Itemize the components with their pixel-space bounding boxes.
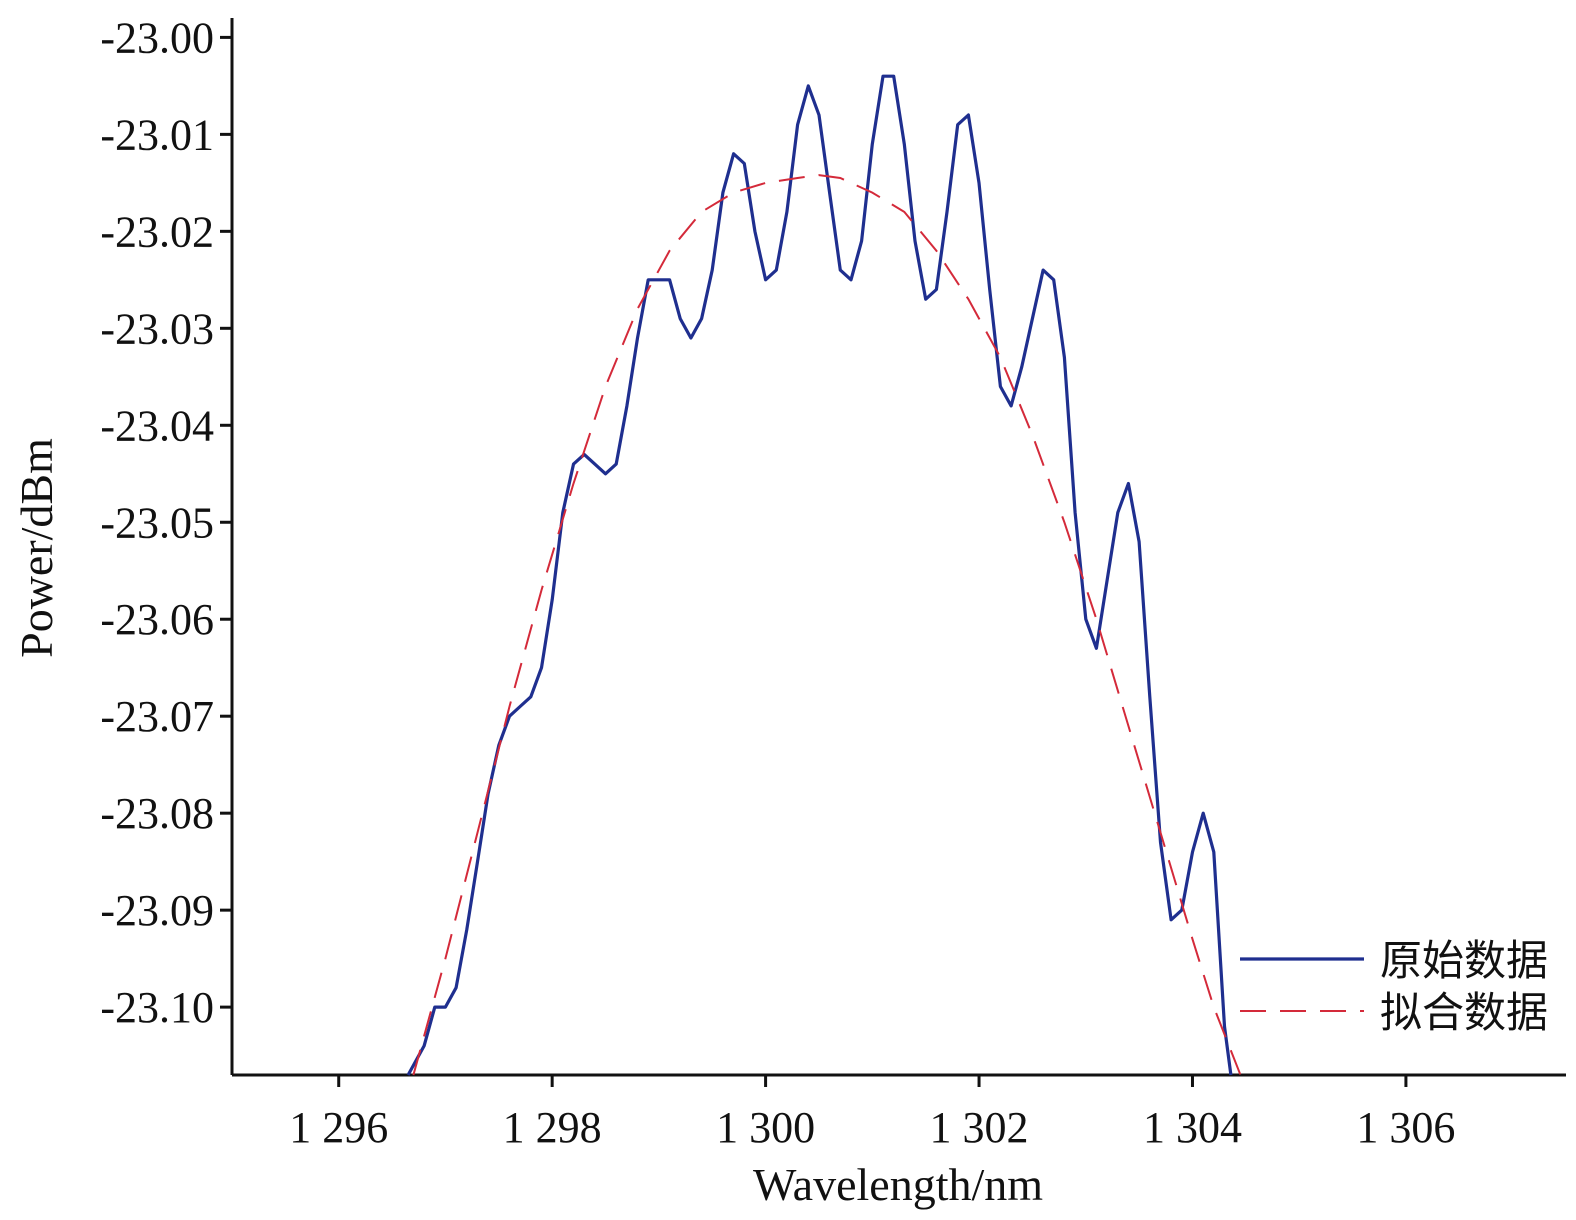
y-tick-label: -23.06 xyxy=(100,595,214,644)
y-ticks: -23.00 -23.01 -23.02 -23.03 -23.04 -23.05 -23.… xyxy=(100,13,232,1032)
y-tick-label: -23.03 xyxy=(100,304,214,353)
x-tick-label: 1 306 xyxy=(1356,1103,1455,1152)
y-axis: -23.00 -23.01 -23.02 -23.03 -23.04 -23.05 -23.… xyxy=(100,13,234,1075)
y-tick-label: -23.04 xyxy=(100,401,214,450)
y-tick-label: -23.05 xyxy=(100,498,214,547)
x-axis: 1 296 1 298 1 300 1 302 1 304 1 306 xyxy=(232,1073,1566,1152)
y-tick-label: -23.01 xyxy=(100,110,214,159)
y-tick-label: -23.10 xyxy=(100,983,214,1032)
y-tick-label: -23.00 xyxy=(100,13,214,62)
legend: 原始数据 拟合数据 xyxy=(1240,936,1548,1037)
series-line-fit xyxy=(412,174,1242,1076)
series-fit-points xyxy=(413,175,1241,1076)
x-tick-label: 1 300 xyxy=(716,1103,815,1152)
x-tick-label: 1 296 xyxy=(289,1103,388,1152)
x-axis-title: Wavelength/nm xyxy=(753,1159,1043,1210)
x-tick-label: 1 302 xyxy=(930,1103,1029,1152)
y-axis-title: Power/dBm xyxy=(11,438,62,658)
plot-area xyxy=(406,74,1242,1076)
y-tick-label: -23.07 xyxy=(100,692,214,741)
series-line-raw xyxy=(406,74,1233,1076)
y-tick-label: -23.02 xyxy=(100,207,214,256)
x-ticks: 1 296 1 298 1 300 1 302 1 304 1 306 xyxy=(289,1075,1455,1152)
legend-label-fit: 拟合数据 xyxy=(1380,988,1548,1037)
y-tick-label: -23.09 xyxy=(100,886,214,935)
x-tick-label: 1 298 xyxy=(503,1103,602,1152)
series-raw-points xyxy=(408,76,1231,1076)
x-tick-label: 1 304 xyxy=(1143,1103,1242,1152)
legend-label-raw: 原始数据 xyxy=(1380,936,1548,985)
y-tick-label: -23.08 xyxy=(100,789,214,838)
